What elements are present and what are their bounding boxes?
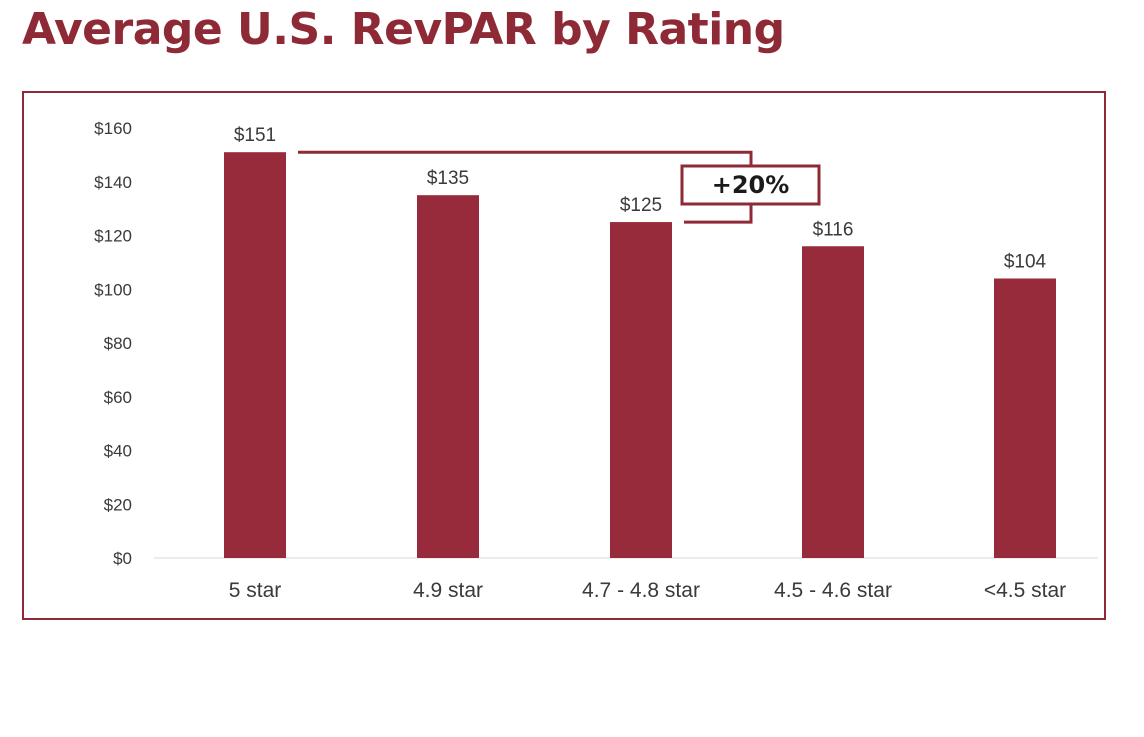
bar — [994, 278, 1056, 558]
data-label: $104 — [1004, 252, 1047, 273]
bar — [802, 246, 864, 558]
chart-frame: $0 $20 $40 $60 $80 $100 $120 $140 $160 $151 5 star… — [22, 91, 1106, 620]
y-tick-label: $20 — [104, 495, 132, 514]
y-tick-label: $80 — [104, 334, 132, 353]
y-tick-label: $40 — [104, 442, 132, 461]
y-tick-label: $120 — [94, 227, 132, 246]
y-tick-label: $0 — [113, 549, 132, 568]
data-label: $151 — [234, 125, 276, 146]
x-tick-label: 4.9 star — [413, 579, 483, 602]
x-tick-label: 4.7 - 4.8 star — [582, 579, 700, 602]
x-tick-label: 4.5 - 4.6 star — [774, 579, 892, 602]
data-label: $116 — [813, 219, 854, 240]
data-label: $135 — [427, 168, 469, 189]
page-title: Average U.S. RevPAR by Rating — [22, 4, 785, 55]
annotation-label: +20% — [712, 171, 790, 199]
y-tick-label: $100 — [94, 280, 132, 299]
y-tick-label: $160 — [94, 119, 132, 138]
x-tick-label: <4.5 star — [984, 579, 1066, 602]
y-tick-label: $60 — [104, 388, 132, 407]
annotation-box — [680, 164, 821, 206]
x-tick-label: 5 star — [229, 579, 282, 602]
bar — [224, 152, 286, 558]
bar — [417, 195, 479, 558]
bar — [610, 222, 672, 558]
bar-chart: $0 $20 $40 $60 $80 $100 $120 $140 $160 $151 5 star… — [94, 119, 1098, 602]
data-label: $125 — [620, 195, 662, 216]
y-tick-label: $140 — [94, 173, 132, 192]
